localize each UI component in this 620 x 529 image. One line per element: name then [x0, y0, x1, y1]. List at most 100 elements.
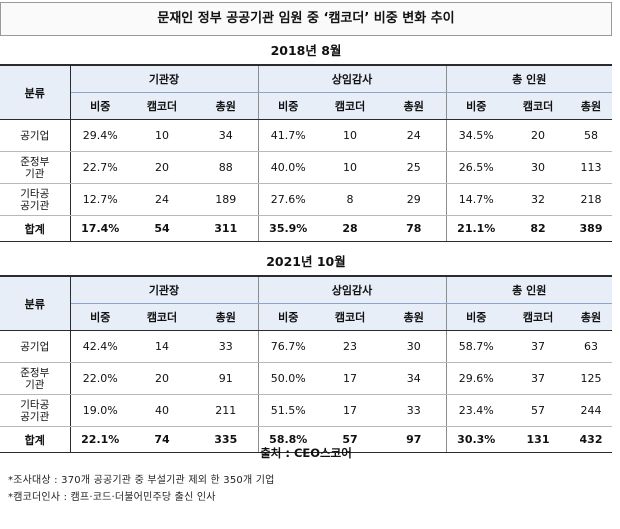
header-sub-column: 총원	[570, 303, 613, 331]
table-cell: 211	[194, 394, 259, 427]
header-sub-column: 총원	[194, 303, 259, 331]
table-cell: 33	[194, 330, 259, 363]
table-cell: 23	[318, 330, 383, 363]
table-row: 기타공 공기관 19.0% 40 211 51.5% 17 33 23.4% 57 244	[0, 394, 613, 427]
table-cell: 97	[382, 426, 447, 453]
table-cell: 28	[318, 215, 383, 242]
table-cell: 58.7%	[445, 330, 507, 363]
table-cell: 82	[506, 215, 571, 242]
header-sub-column: 캠코더	[506, 92, 571, 120]
table-cell: 37	[506, 362, 571, 395]
table-cell: 37	[506, 330, 571, 363]
table-cell: 19.0%	[70, 394, 130, 427]
table-cell: 30	[382, 330, 447, 363]
table-cell: 389	[570, 215, 613, 242]
header-sub-column: 총원	[194, 92, 259, 120]
table-cell: 17.4%	[70, 215, 130, 242]
header-group-2: 상임감사	[257, 275, 447, 304]
table-cell: 22.7%	[70, 151, 130, 184]
table-cell: 432	[570, 426, 613, 453]
table-cell: 17	[318, 362, 383, 395]
table-cell: 29	[382, 183, 447, 216]
table-row: 준정부 기관 22.0% 20 91 50.0% 17 34 29.6% 37 125	[0, 362, 613, 395]
row-category: 공기업	[0, 330, 71, 363]
table-cell: 10	[318, 119, 383, 152]
table-cell: 244	[570, 394, 613, 427]
table-cell: 125	[570, 362, 613, 395]
header-group-1: 기관장	[70, 64, 259, 93]
table-cell: 311	[194, 215, 259, 242]
header-category: 분류	[0, 275, 71, 331]
table-cell: 50.0%	[257, 362, 319, 395]
row-category: 합계	[0, 215, 71, 242]
row-category: 기타공 공기관	[0, 183, 71, 216]
table-cell: 218	[570, 183, 613, 216]
report-table-frame: 문재인 정부 공공기관 임원 중 ‘캠코더’ 비중 변화 추이 2018년 8월…	[0, 2, 613, 460]
table-cell: 30.3%	[445, 426, 507, 453]
period-label-2018: 2018년 8월	[270, 43, 342, 58]
header-sub-column: 비중	[445, 92, 507, 120]
table-cell: 113	[570, 151, 613, 184]
header-sub-column: 캠코더	[318, 92, 383, 120]
table-total-row: 합계 22.1% 74 335 58.8% 57 97 30.3% 131 432	[0, 426, 613, 453]
table-cell: 12.7%	[70, 183, 130, 216]
table-cell: 34.5%	[445, 119, 507, 152]
header-sub-column: 비중	[445, 303, 507, 331]
table-cell: 58	[570, 119, 613, 152]
table-2021: 분류 기관장 상임감사 총 인원 비중 캠코더 총원 비중 캠코더 총원 비중 캠코더 총원 공기업 42.…	[0, 275, 613, 453]
table-cell: 57	[506, 394, 571, 427]
table-cell: 22.0%	[70, 362, 130, 395]
report-title: 문재인 정부 공공기관 임원 중 ‘캠코더’ 비중 변화 추이	[0, 2, 612, 36]
table-cell: 24	[130, 183, 194, 216]
table-row: 기타공 공기관 12.7% 24 189 27.6% 8 29 14.7% 32 218	[0, 183, 613, 216]
row-category: 준정부 기관	[0, 151, 71, 184]
header-sub-column: 캠코더	[506, 303, 571, 331]
table-cell: 189	[194, 183, 259, 216]
row-category: 기타공 공기관	[0, 394, 71, 427]
table-cell: 27.6%	[257, 183, 319, 216]
header-sub-column: 비중	[257, 303, 319, 331]
header-sub-column: 총원	[570, 92, 613, 120]
table-cell: 20	[506, 119, 571, 152]
period-label-2021: 2021년 10월	[266, 254, 346, 269]
table-cell: 335	[194, 426, 259, 453]
table-cell: 74	[130, 426, 194, 453]
table-cell: 21.1%	[445, 215, 507, 242]
header-group-3: 총 인원	[445, 64, 613, 93]
table-cell: 29.4%	[70, 119, 130, 152]
table-cell: 8	[318, 183, 383, 216]
row-category: 합계	[0, 426, 71, 453]
row-category: 공기업	[0, 119, 71, 152]
table-cell: 78	[382, 215, 447, 242]
table-cell: 57	[318, 426, 383, 453]
header-sub-column: 총원	[382, 92, 447, 120]
table-row: 준정부 기관 22.7% 20 88 40.0% 10 25 26.5% 30 113	[0, 151, 613, 184]
footnote-survey: *조사대상 : 370개 공공기관 중 부설기관 제외 한 350개 기업	[8, 475, 275, 486]
table-cell: 131	[506, 426, 571, 453]
table-cell: 54	[130, 215, 194, 242]
footnote-definition: *캠코더인사 : 캠프·코드·더불어민주당 출신 인사	[8, 492, 216, 503]
table-cell: 76.7%	[257, 330, 319, 363]
table-cell: 32	[506, 183, 571, 216]
table-cell: 34	[382, 362, 447, 395]
header-sub-column: 캠코더	[318, 303, 383, 331]
table-cell: 33	[382, 394, 447, 427]
header-category: 분류	[0, 64, 71, 120]
header-sub-column: 비중	[257, 92, 319, 120]
table-cell: 91	[194, 362, 259, 395]
table-total-row: 합계 17.4% 54 311 35.9% 28 78 21.1% 82 389	[0, 215, 613, 242]
table-cell: 23.4%	[445, 394, 507, 427]
table-row: 공기업 42.4% 14 33 76.7% 23 30 58.7% 37 63	[0, 330, 613, 363]
table-cell: 22.1%	[70, 426, 130, 453]
table-cell: 14	[130, 330, 194, 363]
table-cell: 63	[570, 330, 613, 363]
table-cell: 14.7%	[445, 183, 507, 216]
table-cell: 40.0%	[257, 151, 319, 184]
header-sub-column: 총원	[382, 303, 447, 331]
header-group-2: 상임감사	[257, 64, 447, 93]
header-group-3: 총 인원	[445, 275, 613, 304]
table-cell: 10	[318, 151, 383, 184]
table-cell: 26.5%	[445, 151, 507, 184]
table-cell: 25	[382, 151, 447, 184]
table-2018: 분류 기관장 상임감사 총 인원 비중 캠코더 총원 비중 캠코더 총원 비중 캠코더 총원 공기업 29.…	[0, 64, 613, 242]
